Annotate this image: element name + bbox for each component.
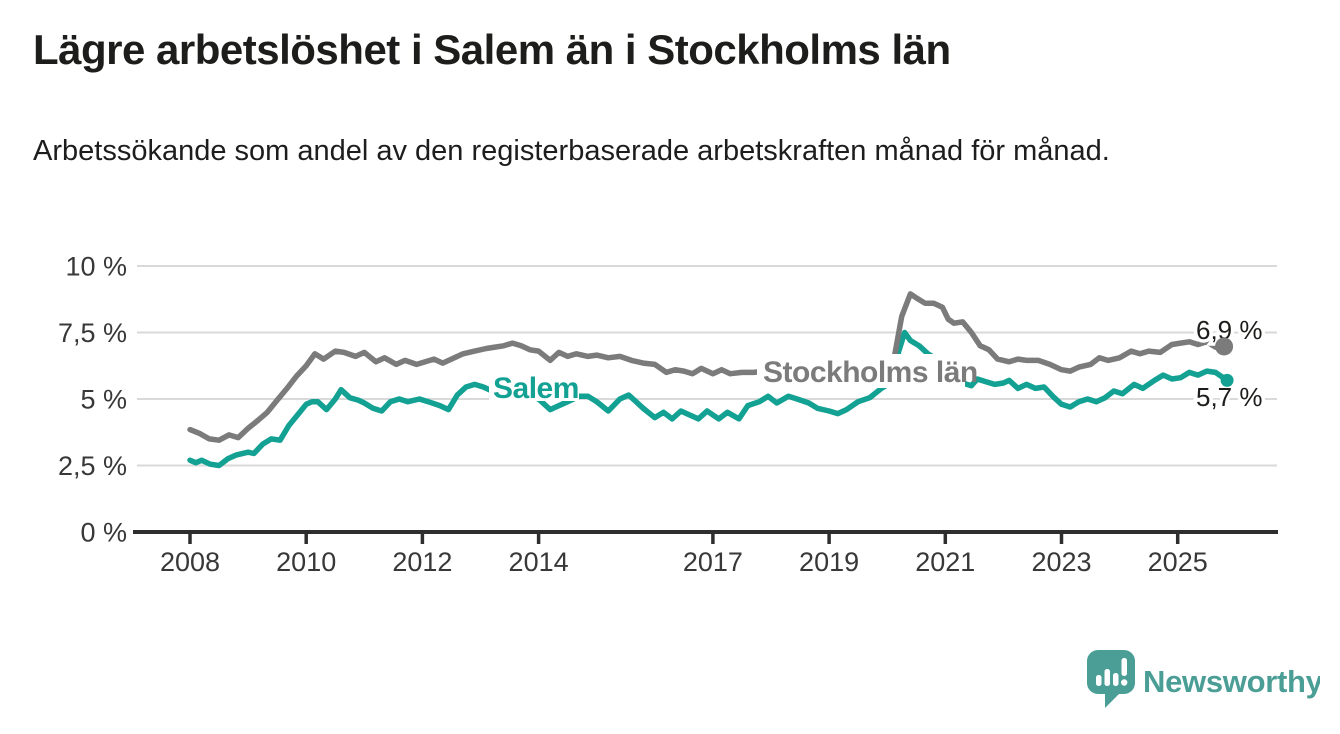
x-tick-label: 2008 xyxy=(160,547,220,577)
salem-series-label: Salem xyxy=(493,372,579,405)
chart-title: Lägre arbetslöshet i Salem än i Stockhol… xyxy=(33,26,951,73)
y-tick-label: 2,5 % xyxy=(58,451,127,481)
x-tick-label: 2021 xyxy=(915,547,975,577)
x-tick-label: 2010 xyxy=(276,547,336,577)
stockholm-line-series xyxy=(187,291,1230,443)
x-tick-label: 2012 xyxy=(392,547,452,577)
stockholm-series-label: Stockholms län xyxy=(763,356,978,389)
x-tick-label: 2019 xyxy=(799,547,859,577)
x-tick-label: 2023 xyxy=(1031,547,1091,577)
y-tick-label: 0 % xyxy=(80,518,127,548)
newsworthy-logo: Newsworthy xyxy=(1087,650,1320,708)
salem-label-backing xyxy=(489,374,579,401)
y-tick-label: 10 % xyxy=(65,252,127,282)
x-tick-label: 2014 xyxy=(509,547,569,577)
salem-line-series xyxy=(187,329,1230,469)
x-tick-label: 2025 xyxy=(1148,547,1208,577)
y-tick-label: 5 % xyxy=(80,385,127,415)
newsworthy-wordmark: Newsworthy xyxy=(1143,664,1320,699)
stockholm-end-dot xyxy=(1215,337,1234,356)
speech-bubble-bar-chart-icon xyxy=(1087,650,1135,708)
chart-subtitle: Arbetssökande som andel av den registerb… xyxy=(33,135,1110,167)
stockholm-label-backing xyxy=(757,354,965,388)
line-chart: Salem Stockholms län 6,9 % 5,7 % 2008 2010 201… xyxy=(0,240,1340,585)
x-tick-label: 2017 xyxy=(683,547,743,577)
salem-end-dot xyxy=(1220,373,1234,387)
y-tick-label: 7,5 % xyxy=(58,318,127,348)
